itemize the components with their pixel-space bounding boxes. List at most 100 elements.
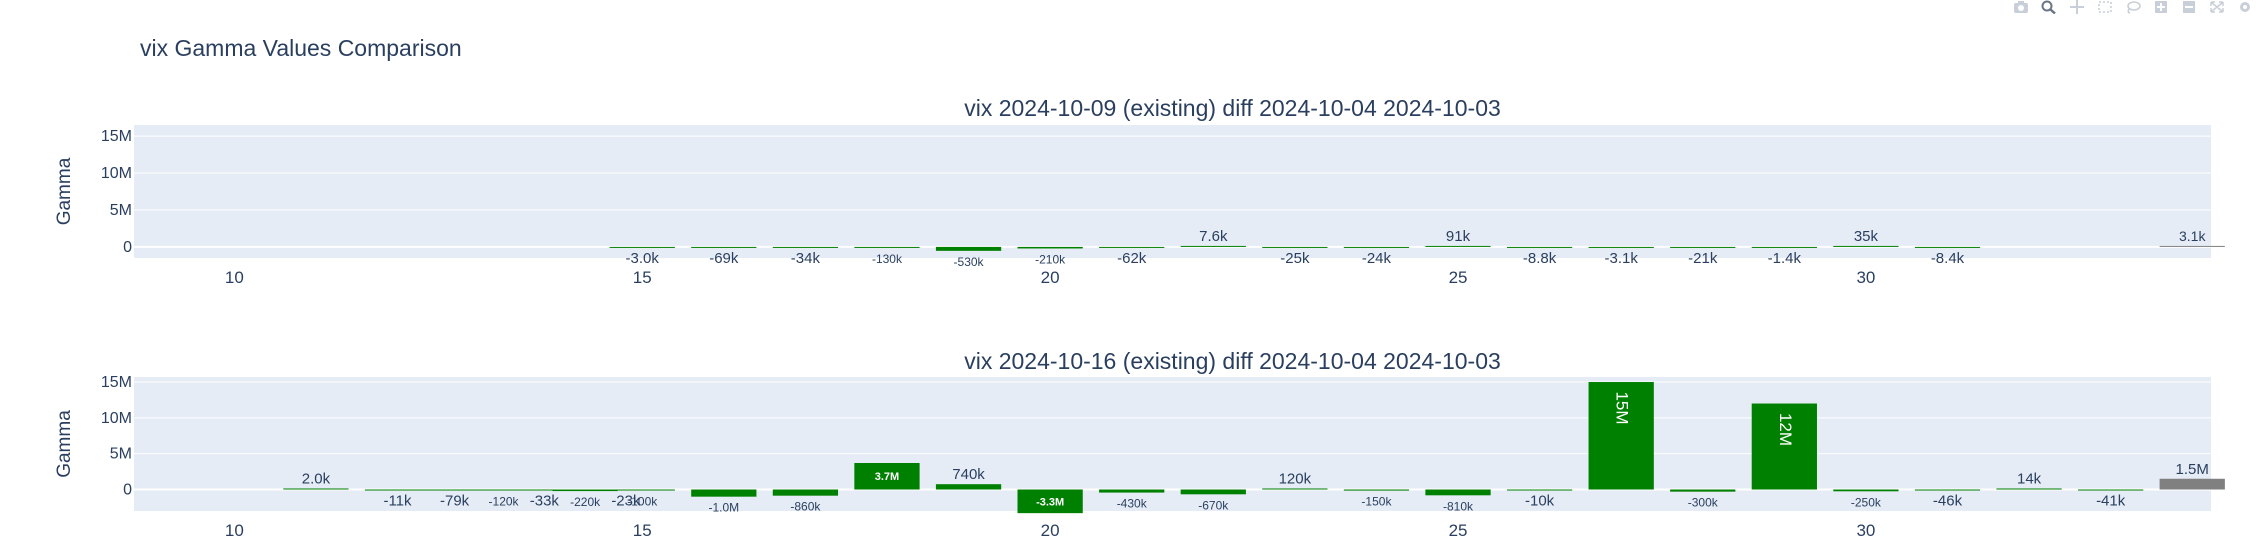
- autoscale-icon[interactable]: [2208, 0, 2226, 14]
- bar[interactable]: [854, 246, 920, 248]
- bar[interactable]: [1180, 245, 1246, 247]
- bar[interactable]: [1343, 489, 1410, 491]
- bar[interactable]: [511, 489, 577, 491]
- subplot-title: vix 2024-10-16 (existing) diff 2024-10-0…: [964, 348, 1501, 374]
- bar[interactable]: [2159, 478, 2225, 490]
- reset-axes-icon[interactable]: [2236, 0, 2254, 14]
- bar-data-label: 2.0k: [302, 471, 331, 488]
- x-tick-label: 20: [1041, 268, 1060, 287]
- modebar: [2012, 0, 2258, 16]
- bar[interactable]: [1588, 246, 1654, 248]
- bar[interactable]: [609, 246, 675, 248]
- bar[interactable]: [1833, 245, 1899, 247]
- bar[interactable]: [1588, 382, 1654, 490]
- x-tick-label: 25: [1449, 521, 1468, 540]
- bar-data-label: -130k: [872, 252, 903, 266]
- subplot-2: 0 5M 10M 15M 10 15 20 25 30 2.0k -11k -79k -120k -33k…: [54, 348, 2225, 540]
- subplot-title: vix 2024-10-09 (existing) diff 2024-10-0…: [964, 95, 1501, 121]
- bar[interactable]: [1914, 489, 1981, 491]
- bar[interactable]: [691, 489, 757, 497]
- bar-data-label: -10k: [1525, 493, 1555, 510]
- bar-data-label: -23k: [611, 493, 641, 510]
- bar[interactable]: [935, 246, 1002, 251]
- zoom-in-icon[interactable]: [2152, 0, 2170, 14]
- bar[interactable]: [1751, 403, 1817, 490]
- bar[interactable]: [470, 489, 537, 491]
- bar-data-label: -250k: [1851, 495, 1882, 509]
- bar[interactable]: [1833, 489, 1899, 492]
- bar[interactable]: [364, 489, 431, 491]
- bar[interactable]: [935, 484, 1002, 490]
- box-select-icon[interactable]: [2096, 0, 2114, 14]
- bar-data-label: -120k: [489, 495, 520, 509]
- bar-data-label: -1.4k: [1768, 250, 1802, 267]
- subplot-1: 0 5M 10M 15M 10 15 20 25 30 -3.0k -69k -34k -130k -53…: [54, 95, 2225, 287]
- bar[interactable]: [1262, 488, 1328, 490]
- bar-data-label: -150k: [1361, 495, 1392, 509]
- x-tick-label: 20: [1041, 521, 1060, 540]
- bar[interactable]: [1262, 246, 1328, 248]
- bar[interactable]: [421, 489, 488, 491]
- bar-data-label: 3.7M: [875, 471, 899, 483]
- zoom-icon[interactable]: [2040, 0, 2058, 14]
- bar-data-label: -8.8k: [1523, 250, 1557, 267]
- figure-title: vix Gamma Values Comparison: [140, 35, 462, 61]
- bar[interactable]: [1425, 489, 1491, 496]
- bar-data-label: -8.4k: [1931, 250, 1965, 267]
- bar[interactable]: [1017, 246, 1083, 249]
- bar[interactable]: [1670, 489, 1736, 492]
- bar-data-label: -100k: [627, 495, 658, 509]
- bar-data-label: -21k: [1688, 250, 1718, 267]
- bar-data-label: -300k: [1688, 496, 1719, 510]
- bar-data-label: -24k: [1362, 250, 1392, 267]
- bar-data-label: 7.6k: [1199, 228, 1228, 245]
- bar[interactable]: [1099, 489, 1165, 493]
- bar[interactable]: [2078, 489, 2144, 491]
- bar[interactable]: [772, 246, 839, 248]
- y-tick-label: 10M: [101, 165, 132, 182]
- y-tick-label: 15M: [101, 128, 132, 145]
- bar-data-label: -3.1k: [1605, 250, 1639, 267]
- bar[interactable]: [1751, 246, 1817, 248]
- pan-icon[interactable]: [2068, 0, 2086, 14]
- x-tick-label: 15: [633, 521, 652, 540]
- bar-data-label: -3.3M: [1036, 496, 1064, 508]
- bar[interactable]: [1670, 246, 1736, 248]
- y-axis-label: Gamma: [54, 410, 75, 478]
- bar-data-label: -530k: [954, 255, 985, 269]
- bar[interactable]: [772, 489, 839, 496]
- bar-data-label: -220k: [570, 495, 601, 509]
- bar[interactable]: [552, 489, 618, 492]
- bar-data-label: -33k: [530, 493, 560, 510]
- bar-data-label: -46k: [1933, 493, 1963, 510]
- bar[interactable]: [854, 462, 920, 490]
- bar-data-label: -34k: [791, 250, 821, 267]
- bar[interactable]: [1099, 246, 1165, 248]
- bar[interactable]: [1914, 246, 1981, 248]
- y-axis-label: Gamma: [54, 157, 75, 225]
- zoom-out-icon[interactable]: [2180, 0, 2198, 14]
- bar[interactable]: [1506, 489, 1573, 491]
- bar-data-label: -670k: [1198, 498, 1229, 512]
- bar[interactable]: [1425, 245, 1491, 247]
- bar-data-label: -810k: [1443, 499, 1474, 513]
- bar[interactable]: [609, 489, 675, 491]
- bar-data-label: -1.0M: [708, 501, 739, 515]
- bar[interactable]: [1343, 246, 1410, 248]
- bar[interactable]: [1180, 489, 1246, 495]
- x-tick-label: 15: [633, 268, 652, 287]
- bar-data-label: 120k: [1279, 471, 1312, 488]
- lasso-icon[interactable]: [2124, 0, 2142, 14]
- y-tick-label: 0: [123, 482, 132, 499]
- bar-data-label: 740k: [952, 466, 985, 483]
- bar[interactable]: [691, 246, 757, 248]
- bar[interactable]: [1506, 246, 1573, 248]
- camera-icon[interactable]: [2012, 0, 2030, 14]
- y-tick-label: 10M: [101, 410, 132, 427]
- bar[interactable]: [1017, 489, 1083, 514]
- bar[interactable]: [2159, 245, 2225, 247]
- bar[interactable]: [1996, 488, 2062, 490]
- bar-data-label: 3.1k: [2179, 228, 2206, 244]
- bar[interactable]: [283, 488, 349, 490]
